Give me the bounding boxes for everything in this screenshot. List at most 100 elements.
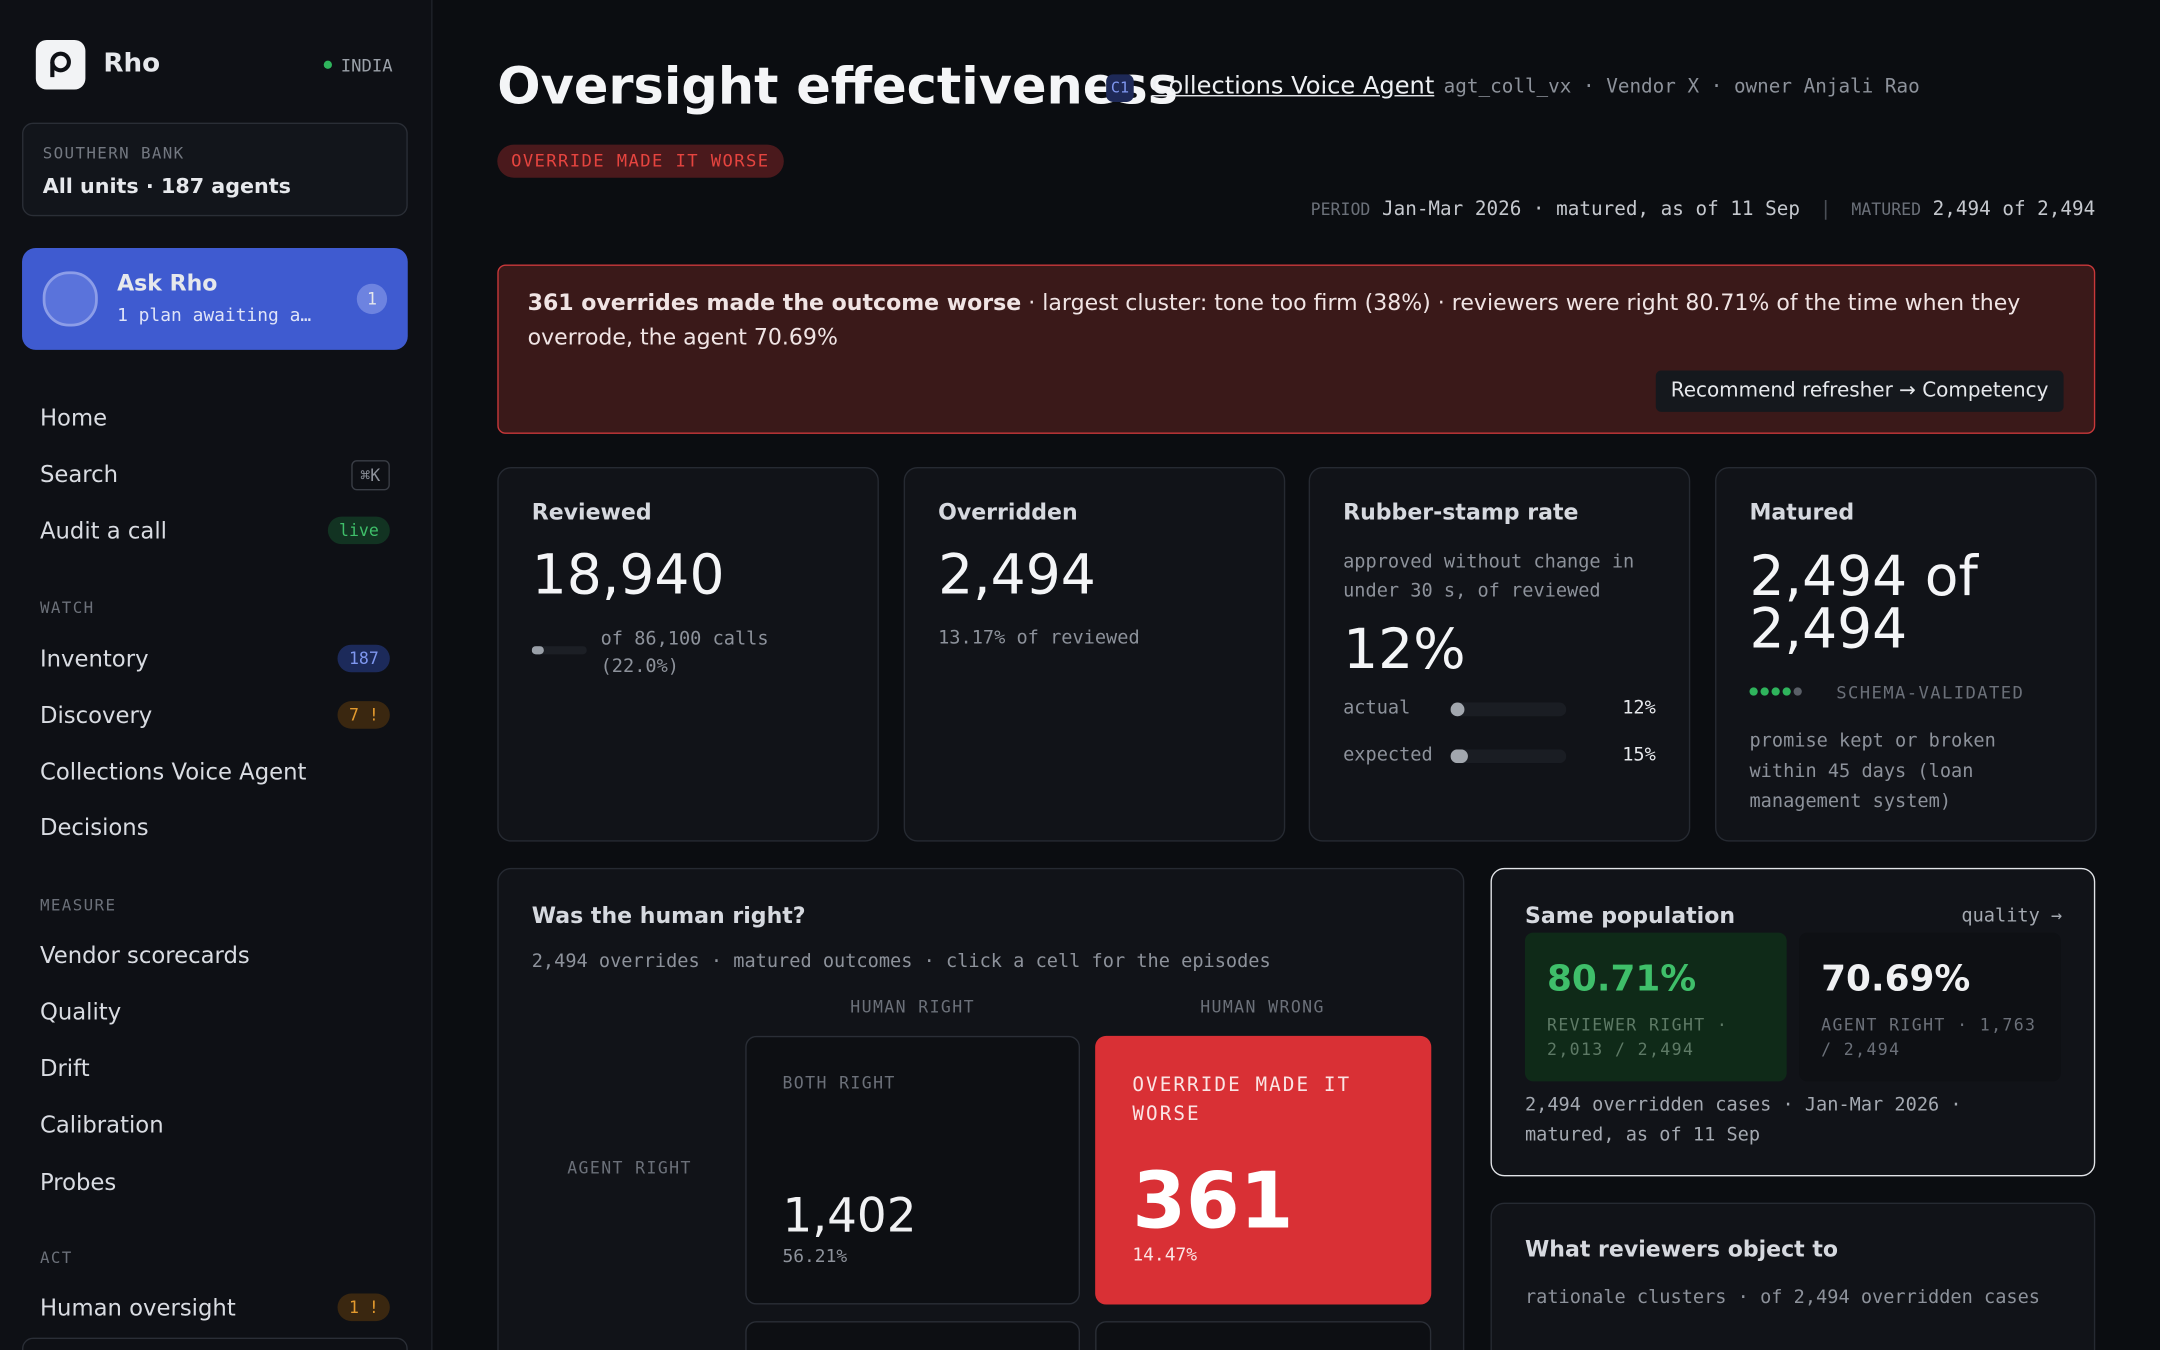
quality-link[interactable]: quality → [1961, 905, 2063, 928]
panel-subtitle: 2,494 overrides · matured outcomes · cli… [531, 950, 1271, 973]
metric-card: Rubber-stamp rate approved without chang… [1308, 466, 1691, 842]
panel-title: Same population [1524, 902, 1736, 929]
column-header: HUMAN WRONG [1200, 997, 1325, 1017]
cell-share: 14.47% [1132, 1245, 1198, 1266]
active-item [22, 1337, 408, 1350]
logo [35, 39, 86, 90]
nav-item[interactable]: Quality [39, 998, 122, 1025]
org-switcher[interactable]: SOUTHERN BANK All units · 187 agents [22, 122, 408, 217]
nav-item[interactable]: Inventory [39, 646, 149, 673]
period-label: PERIOD [1310, 199, 1371, 220]
nav-item[interactable]: Search [39, 461, 119, 488]
sidebar: Rho INDIA SOUTHERN BANK All units · 187 … [0, 0, 433, 1350]
stat-value: 70.69% [1821, 958, 1971, 1001]
nav-item[interactable]: Audit a call [39, 517, 168, 545]
rate-bar [1450, 702, 1567, 717]
agent-meta: agt_coll_vx · Vendor X · owner Anjali Ra… [1443, 75, 1920, 98]
matrix-cell[interactable]: BOTH RIGHT 1,402 56.21% [745, 1035, 1080, 1305]
nav-item[interactable]: Vendor scorecards [39, 942, 250, 969]
cell-value: 361 [1132, 1157, 1294, 1247]
nav-item[interactable]: Probes [39, 1169, 117, 1196]
region-label: INDIA [340, 55, 393, 76]
page-title: Oversight effectiveness [497, 56, 1179, 116]
matrix-cell[interactable]: OVERRIDE MADE IT WORSE 361 14.47% [1095, 1035, 1432, 1305]
progress-bar [531, 646, 587, 655]
card-value: 18,940 [531, 544, 725, 608]
metric-card: Overridden 2,494 13.17% of reviewed [903, 466, 1286, 842]
live-badge: live [327, 516, 390, 545]
row-label: actual [1343, 697, 1411, 720]
ask-rho[interactable]: Ask Rho 1 plan awaiting a… 1 [22, 247, 408, 350]
panel-subtitle: rationale clusters · of 2,494 overridden… [1524, 1286, 2040, 1309]
column-header: HUMAN RIGHT [850, 997, 975, 1017]
nav-item[interactable]: Collections Voice Agent [39, 759, 307, 786]
cell-value: 1,402 [782, 1188, 917, 1244]
rate-fill [1450, 702, 1465, 717]
panel-title: What reviewers object to [1524, 1235, 1839, 1262]
panel-title: Was the human right? [531, 902, 806, 929]
nav-item[interactable]: Decisions [39, 814, 149, 841]
validation-dots [1749, 687, 1802, 696]
matrix-panel: Was the human right? 2,494 overrides · m… [497, 867, 1465, 1350]
nav-item[interactable]: Human oversight [39, 1294, 236, 1322]
card-title: Rubber-stamp rate [1343, 498, 1579, 525]
card-value: 2,494 [938, 544, 1096, 608]
row-label: expected [1343, 743, 1433, 766]
count-badge: 187 [337, 644, 390, 673]
warn-badge: 7 ! [337, 701, 390, 729]
region: INDIA [324, 55, 393, 76]
org-value: All units · 187 agents [42, 173, 291, 199]
agent-link[interactable]: Collections Voice Agent [1151, 73, 1435, 101]
progress-fill [531, 646, 544, 655]
rate-fill [1450, 749, 1468, 764]
status-dot [324, 60, 333, 69]
rate-bar [1450, 749, 1567, 764]
nav-item[interactable]: Calibration [39, 1111, 164, 1138]
rate-track [1450, 702, 1567, 717]
section-heading: ACT [39, 1248, 73, 1268]
logo-icon [50, 51, 71, 78]
progress-track [531, 646, 587, 655]
alert-banner: 361 overrides made the outcome worse · l… [497, 264, 2096, 434]
nav-item[interactable]: Discovery [39, 702, 153, 729]
card-tag: SCHEMA-VALIDATED [1836, 681, 2025, 703]
ask-title: Ask Rho [117, 270, 218, 297]
card-title: Overridden [938, 498, 1078, 525]
metric-card: Matured 2,494 of 2,494 SCHEMA-VALIDATED … [1715, 466, 2097, 842]
nav-item[interactable]: Drift [39, 1055, 90, 1082]
alert-headline: 361 overrides made the outcome worse [527, 289, 1022, 316]
org-label: SOUTHERN BANK [42, 143, 185, 163]
alert-body: · largest cluster: tone too firm (38%) ·… [527, 289, 2021, 350]
warn-badge: 1 ! [337, 1293, 390, 1322]
kbd-hint: ⌘K [350, 460, 390, 491]
nav-item[interactable]: Home [39, 404, 108, 432]
stat-box: 80.71% REVIEWER RIGHT · 2,013 / 2,494 [1524, 932, 1787, 1082]
recommend-button[interactable]: Recommend refresher → Competency [1655, 370, 2064, 412]
row-value: 12% [1622, 697, 1656, 720]
ask-subtitle: 1 plan awaiting a… [117, 305, 312, 327]
population-panel: Same population quality → 80.71% REVIEWE… [1490, 867, 2096, 1177]
ask-icon [42, 271, 98, 327]
section-heading: WATCH [39, 597, 95, 618]
metric-card: Reviewed 18,940 of 86,100 calls (22.0%) [497, 466, 879, 842]
card-description: approved without change in under 30 s, o… [1343, 551, 1635, 602]
card-note: of 86,100 calls (22.0%) [600, 628, 769, 678]
population-note: 2,494 overridden cases · Jan-Mar 2026 · … [1524, 1093, 1962, 1147]
matrix-cell[interactable] [745, 1321, 1080, 1350]
card-title: Matured [1749, 498, 1855, 525]
matured-label: MATURED [1851, 199, 1922, 220]
period-value: Jan-Mar 2026 · matured, as of 11 Sep [1381, 198, 1800, 221]
stat-value: 80.71% [1546, 958, 1697, 1001]
matrix-cell[interactable] [1095, 1321, 1432, 1350]
card-title: Reviewed [531, 498, 652, 525]
card-note: 13.17% of reviewed [938, 626, 1140, 649]
section-heading: MEASURE [39, 895, 117, 915]
period-line: PERIOD Jan-Mar 2026 · matured, as of 11 … [1311, 198, 2096, 220]
separator: | [1819, 198, 1832, 221]
stat-label: AGENT RIGHT · 1,763 / 2,494 [1821, 1015, 2037, 1060]
rate-track [1450, 749, 1567, 764]
status-pill: OVERRIDE MADE IT WORSE [497, 144, 784, 178]
class-chip: C1 [1106, 74, 1134, 102]
